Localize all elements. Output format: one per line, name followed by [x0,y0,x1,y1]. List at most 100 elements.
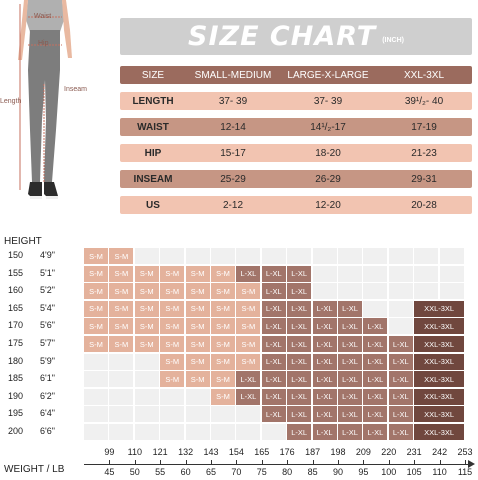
lxl-size-tag: L-XL [312,406,337,423]
waist-tag: Waist [34,13,52,20]
weight-kg-tick: 85 [307,467,318,477]
row-value: 29-31 [411,173,437,185]
size-grid: S-M S-M S-M S-M S-M S-M S-M S-M S-M S-M S-M S-M S-M S… [84,248,474,446]
row-value: 17-19 [411,121,437,133]
sm-size-tag: S-M [211,283,235,300]
sm-size-tag: S-M [185,300,210,317]
lxl-size-tag: L-XL [287,424,312,440]
xxl-size-tag: XXL-3XL [414,424,464,440]
header-size: SIZE [141,69,165,81]
sm-size-tag: S-M [211,371,235,388]
lxl-size-tag: L-XL [388,336,413,352]
xxl-size-tag: XXL-3XL [414,371,464,388]
grid-cell [261,424,286,440]
grid-cell [134,248,159,264]
xxl-size-tag: XXL-3XL [414,300,464,317]
row-value: 25-29 [220,173,246,185]
grid-cell [211,406,235,423]
grid-cell [134,424,159,440]
grid-cell [439,248,464,264]
weight-lb-tick: 99 [104,447,115,457]
size-chart-title: SIZE CHART [188,21,377,52]
weight-kg-tick: 75 [256,467,267,477]
lxl-size-tag: L-XL [287,371,312,388]
sm-size-tag: S-M [134,300,159,317]
grid-cell [160,406,185,423]
lxl-size-tag: L-XL [312,353,337,370]
grid-cell [134,353,159,370]
weight-axis-tick-mark [312,460,314,465]
inseam-tag: Inseam [64,86,87,93]
sm-size-tag: S-M [160,318,185,335]
grid-cell [439,265,464,282]
grid-cell [84,406,108,423]
lxl-size-tag: L-XL [287,300,312,317]
sm-size-tag: S-M [84,283,108,300]
weight-kg-tick: 90 [332,467,343,477]
leggings-model-illustration [18,0,72,199]
height-ft-tick: 5'1" [40,267,55,278]
lxl-size-tag: L-XL [312,424,337,440]
grid-cell [160,388,185,405]
lxl-size-tag: L-XL [312,336,337,352]
lxl-size-tag: L-XL [363,371,388,388]
weight-axis-tick-mark [109,460,111,465]
model-figure: Waist Hip Length Inseam [0,0,112,222]
weight-axis-label: WEIGHT / LB [4,464,65,475]
lxl-size-tag: L-XL [388,371,413,388]
lxl-size-tag: L-XL [287,318,312,335]
row-value: 18-20 [315,147,341,159]
lxl-size-tag: L-XL [287,283,312,300]
lxl-size-tag: L-XL [338,318,362,335]
sm-size-tag: S-M [185,371,210,388]
grid-cell [236,424,261,440]
grid-cell [185,388,210,405]
weight-kg-tick: 115 [457,467,473,477]
lxl-size-tag: L-XL [236,265,261,282]
sm-size-tag: S-M [84,248,108,264]
weight-axis-tick-mark [185,460,187,465]
row-value: 37- 39 [313,95,343,107]
weight-lb-tick: 121 [152,447,168,457]
xxl-size-tag: XXL-3XL [414,318,464,335]
sm-size-tag: S-M [236,283,261,300]
sm-size-tag: S-M [185,265,210,282]
sm-size-tag: S-M [134,283,159,300]
sm-size-tag: S-M [134,318,159,335]
sm-size-tag: S-M [109,318,134,335]
lxl-size-tag: L-XL [287,265,312,282]
weight-axis-tick-mark [211,460,212,465]
grid-cell [236,248,261,264]
lxl-size-tag: L-XL [363,388,388,405]
row-label: US [146,199,160,211]
grid-cell [338,248,362,264]
size-chart-title-bar: SIZE CHART (INCH) [120,18,472,55]
height-cm-tick: 155 [8,267,24,278]
row-label: HIP [144,147,162,159]
row-value: 2-12 [222,199,243,211]
height-cm-tick: 180 [8,355,24,366]
grid-cell [363,248,388,264]
weight-lb-tick: 110 [127,447,142,457]
weight-axis-tick-mark [160,460,162,465]
row-label: LENGTH [132,95,174,107]
sm-size-tag: S-M [134,336,159,352]
lxl-size-tag: L-XL [338,388,362,405]
weight-kg-tick: 105 [406,467,422,477]
lxl-size-tag: L-XL [261,300,286,317]
sm-size-tag: S-M [160,300,185,317]
lxl-size-tag: L-XL [261,318,286,335]
sm-size-tag: S-M [211,388,235,405]
xxl-size-tag: XXL-3XL [414,336,464,352]
grid-cell [84,424,108,440]
grid-cell [134,371,159,388]
lxl-size-tag: L-XL [338,300,362,317]
grid-cell [211,248,235,264]
weight-lb-tick: 253 [457,447,473,457]
lxl-size-tag: L-XL [363,406,388,423]
grid-cell [363,283,388,300]
lxl-size-tag: L-XL [338,336,362,352]
grid-cell [439,283,464,300]
height-ft-tick: 6'6" [40,426,55,436]
height-ft-tick: 6'2" [40,390,55,401]
